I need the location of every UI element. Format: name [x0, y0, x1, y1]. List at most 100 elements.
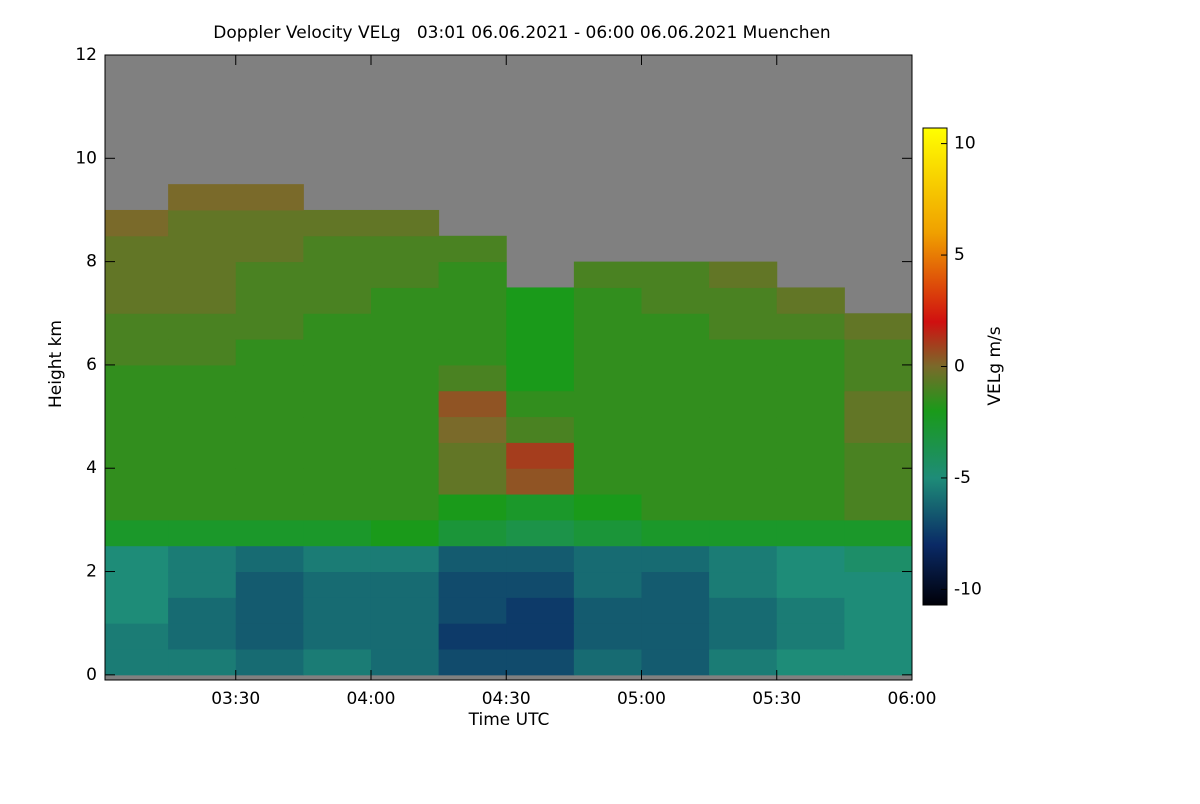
heatmap-cell [709, 364, 778, 392]
heatmap-cell [303, 494, 372, 521]
heatmap-cell [105, 313, 169, 340]
heatmap-cell [641, 442, 710, 469]
heatmap-cell [168, 649, 237, 676]
x-tick-label: 04:00 [346, 689, 395, 709]
heatmap-cell [506, 623, 575, 650]
heatmap-cell [105, 235, 169, 263]
heatmap-cell [844, 442, 913, 469]
heatmap-cell [438, 623, 507, 650]
heatmap-cell [105, 623, 169, 650]
heatmap-cell [573, 623, 642, 650]
heatmap-cell [438, 235, 507, 263]
heatmap-cell [709, 623, 778, 650]
heatmap-cell [303, 390, 372, 418]
heatmap-cell [438, 468, 507, 495]
heatmap-cell [776, 623, 845, 650]
heatmap-cell [370, 649, 440, 676]
heatmap-cell [438, 339, 507, 366]
heatmap-cell [709, 390, 778, 418]
heatmap-cell [776, 313, 845, 340]
heatmap-cell [370, 545, 440, 573]
heatmap-cell [235, 519, 304, 547]
heatmap-cell [438, 416, 507, 443]
heatmap-cell [168, 390, 237, 418]
heatmap-cell [573, 468, 642, 495]
heatmap-cell [105, 339, 169, 366]
heatmap-cell [370, 597, 440, 624]
heatmap-cell [105, 442, 169, 469]
heatmap-cell [105, 364, 169, 392]
heatmap-cell [641, 494, 710, 521]
heatmap-cell [844, 597, 913, 624]
heatmap-cell [844, 313, 913, 340]
heatmap-cell [506, 545, 575, 573]
heatmap-cell [844, 468, 913, 495]
heatmap-cell [506, 468, 575, 495]
heatmap-cell [641, 364, 710, 392]
heatmap-cell [844, 339, 913, 366]
heatmap-cell [573, 571, 642, 598]
heatmap-cell [303, 623, 372, 650]
heatmap-cell [235, 339, 304, 366]
heatmap-cell [573, 442, 642, 469]
heatmap-cell [370, 494, 440, 521]
y-tick-label: 6 [86, 355, 97, 375]
heatmap-cell [709, 442, 778, 469]
heatmap-cell [235, 313, 304, 340]
heatmap-cell [641, 416, 710, 443]
heatmap-cell [641, 519, 710, 547]
heatmap-cell [303, 261, 372, 288]
heatmap-cell [235, 235, 304, 263]
heatmap-cell [370, 416, 440, 443]
heatmap-cell [370, 364, 440, 392]
heatmap-cell [168, 545, 237, 573]
heatmap-cell [105, 261, 169, 288]
heatmap-cell [235, 390, 304, 418]
heatmap-cell [303, 209, 372, 237]
heatmap-cell [370, 339, 440, 366]
heatmap-cell [641, 597, 710, 624]
heatmap-cell [235, 597, 304, 624]
x-axis-label: Time UTC [468, 710, 550, 730]
heatmap-cell [105, 416, 169, 443]
y-tick-label: 0 [86, 665, 97, 685]
heatmap-cell [776, 339, 845, 366]
heatmap-cell [370, 519, 440, 547]
heatmap-cell [844, 390, 913, 418]
heatmap-cell [105, 209, 169, 237]
heatmap-cell [776, 649, 845, 676]
heatmap-cell [105, 545, 169, 573]
heatmap-cell [303, 442, 372, 469]
heatmap-cell [641, 468, 710, 495]
heatmap-cell [641, 261, 710, 288]
heatmap-cell [168, 313, 237, 340]
heatmap-cell [235, 468, 304, 495]
heatmap-cell [506, 519, 575, 547]
heatmap-cell [235, 442, 304, 469]
heatmap-cell [776, 468, 845, 495]
heatmap-cell [709, 597, 778, 624]
heatmap-cell [235, 287, 304, 314]
heatmap-cell [370, 442, 440, 469]
heatmap-cell [844, 364, 913, 392]
heatmap-cell [438, 390, 507, 418]
heatmap-cell [709, 339, 778, 366]
x-tick-label: 05:30 [752, 689, 801, 709]
heatmap-cell [641, 287, 710, 314]
heatmap-cell [573, 339, 642, 366]
heatmap-cell [844, 416, 913, 443]
y-tick-label: 8 [86, 252, 97, 272]
y-axis-label: Height km [46, 320, 66, 408]
heatmap-cell [438, 313, 507, 340]
heatmap-cell [709, 468, 778, 495]
heatmap-cell [438, 519, 507, 547]
heatmap-cell [573, 416, 642, 443]
heatmap-cell [105, 597, 169, 624]
heatmap-cell [438, 364, 507, 392]
heatmap-cell [438, 597, 507, 624]
x-tick-label: 04:30 [482, 689, 531, 709]
heatmap-cell [776, 390, 845, 418]
heatmap-cell [105, 519, 169, 547]
heatmap-cell [438, 571, 507, 598]
heatmap-cell [105, 390, 169, 418]
